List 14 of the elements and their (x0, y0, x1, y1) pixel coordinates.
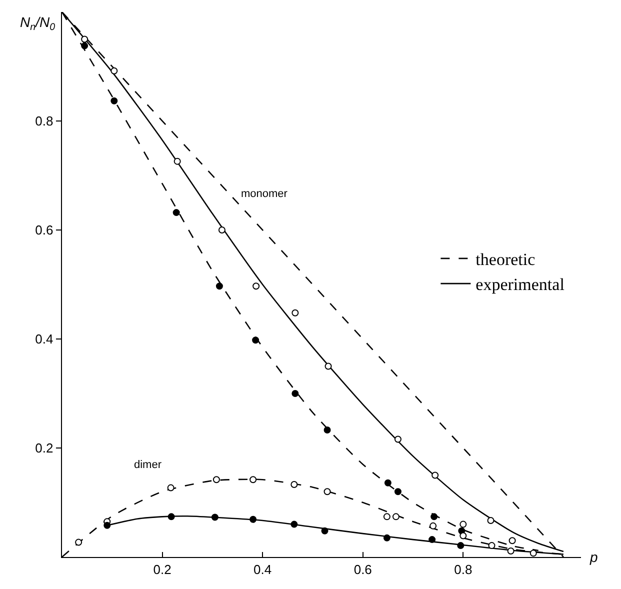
legend-label: theoretic (476, 250, 536, 270)
annotation: dimer (134, 459, 162, 471)
y-tick-label: 0.6 (35, 222, 54, 238)
y-tick-label: 0.8 (35, 114, 54, 129)
y-tick-label: 0.2 (35, 440, 54, 456)
y-tick-label: 0.4 (35, 332, 54, 347)
annotation: monomer (241, 188, 288, 200)
legend-label: experimental (476, 275, 565, 294)
x-tick-label: 0.8 (454, 562, 472, 577)
x-tick-label: 0.4 (254, 562, 272, 577)
x-axis-title: p (589, 549, 598, 565)
x-tick-label: 0.6 (354, 562, 372, 577)
x-tick-label: 0.2 (153, 562, 172, 577)
y-axis-title: N$_{n}$/N$_{0}$ (20, 14, 56, 33)
